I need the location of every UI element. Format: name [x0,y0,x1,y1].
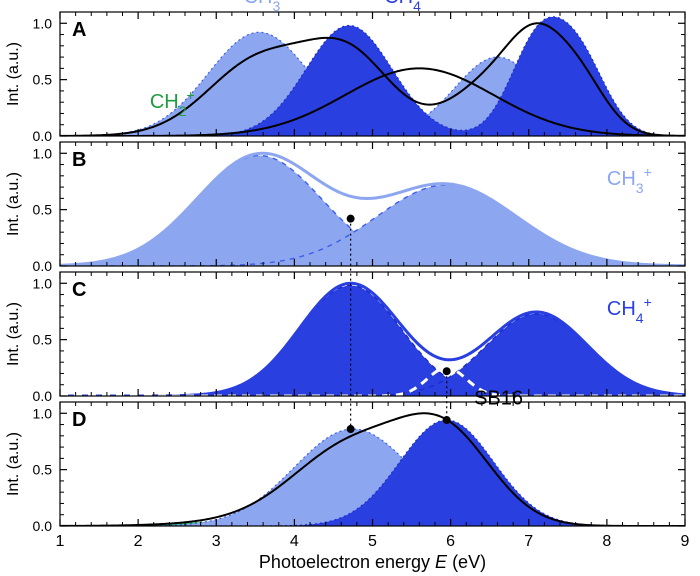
xtick-label: 9 [681,533,690,550]
ytick-label: 0.5 [33,332,53,348]
xtick-label: 2 [134,533,143,550]
ytick-label: 1.0 [33,145,53,161]
sb16-label: SB16 [474,387,523,409]
ytick-label: 0.5 [33,72,53,88]
ytick-label: 1.0 [33,275,53,291]
panel-letter-B: B [72,149,86,171]
xlabel: Photoelectron energy E (eV) [259,552,486,572]
chart-container: 0.00.51.0Int. (a.u.)ACH2+CH3+CH4+H15H170… [0,0,700,576]
panel-letter-A: A [72,19,86,41]
ytick-label: 0.5 [33,202,53,218]
xtick-label: 7 [524,533,533,550]
xtick-label: 1 [56,533,65,550]
ylabel-D: Int. (a.u.) [5,432,22,496]
ylabel-C: Int. (a.u.) [5,302,22,366]
panel-letter-C: C [72,279,86,301]
xtick-label: 8 [602,533,611,550]
ytick-label: 0.0 [33,388,53,404]
xtick-label: 4 [290,533,299,550]
panel-letter-D: D [72,409,86,431]
ytick-label: 1.0 [33,405,53,421]
ytick-label: 1.0 [33,15,53,31]
ytick-label: 0.0 [33,128,53,144]
ytick-label: 0.0 [33,518,53,534]
ylabel-B: Int. (a.u.) [5,172,22,236]
ylabel-A: Int. (a.u.) [5,42,22,106]
chart-svg: 0.00.51.0Int. (a.u.)ACH2+CH3+CH4+H15H170… [0,0,700,576]
ytick-label: 0.0 [33,258,53,274]
species-label: CH4+ [607,294,652,326]
species-label: CH3+ [607,164,652,196]
ytick-label: 0.5 [33,462,53,478]
xtick-label: 3 [212,533,221,550]
xtick-label: 5 [368,533,377,550]
xtick-label: 6 [446,533,455,550]
